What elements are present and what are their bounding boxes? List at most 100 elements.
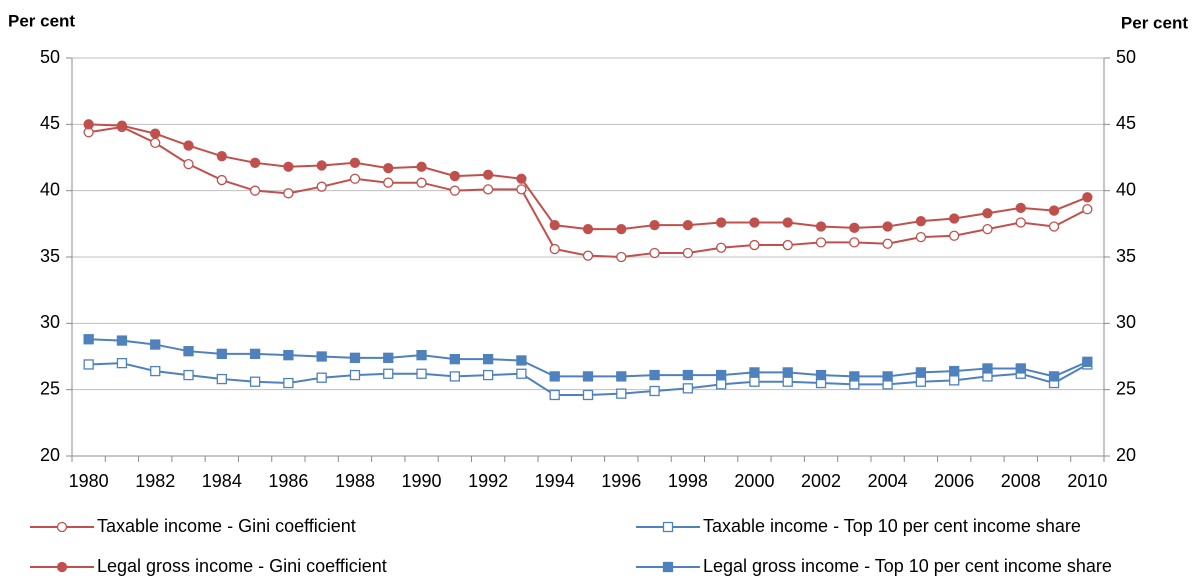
marker bbox=[616, 371, 627, 382]
marker bbox=[982, 208, 993, 219]
marker bbox=[649, 247, 660, 259]
marker bbox=[682, 220, 694, 231]
marker bbox=[815, 369, 827, 381]
marker bbox=[749, 376, 760, 387]
marker bbox=[349, 369, 361, 381]
x-tick-label: 1992 bbox=[468, 471, 508, 491]
marker bbox=[682, 369, 694, 381]
marker bbox=[749, 217, 760, 228]
marker bbox=[582, 223, 594, 235]
y2-tick-label: 40 bbox=[1116, 179, 1136, 199]
marker bbox=[383, 162, 394, 174]
marker bbox=[150, 128, 161, 139]
marker bbox=[582, 389, 594, 401]
y2-tick-label: 45 bbox=[1116, 113, 1136, 133]
marker bbox=[882, 371, 893, 382]
x-tick-label: 2008 bbox=[1001, 471, 1041, 491]
marker bbox=[482, 169, 494, 180]
marker bbox=[982, 363, 993, 374]
marker bbox=[416, 177, 427, 188]
marker bbox=[682, 383, 694, 394]
marker bbox=[482, 369, 494, 381]
marker bbox=[616, 388, 627, 399]
y-tick-label: 45 bbox=[40, 113, 60, 133]
legend-marker bbox=[56, 521, 68, 533]
marker bbox=[83, 359, 94, 370]
legend-marker bbox=[56, 561, 68, 573]
marker bbox=[649, 385, 660, 397]
marker bbox=[915, 367, 927, 378]
marker bbox=[782, 239, 793, 251]
marker bbox=[416, 350, 427, 361]
marker bbox=[216, 348, 227, 359]
marker bbox=[716, 379, 727, 390]
marker bbox=[383, 368, 394, 379]
marker bbox=[849, 371, 860, 382]
marker bbox=[83, 334, 94, 345]
marker bbox=[183, 140, 194, 151]
marker bbox=[1015, 217, 1026, 228]
marker bbox=[183, 369, 194, 381]
y2-tick-label: 35 bbox=[1116, 246, 1136, 266]
marker bbox=[316, 181, 327, 192]
legend-marker bbox=[662, 561, 674, 573]
legend-marker bbox=[662, 521, 674, 533]
marker bbox=[383, 177, 394, 188]
marker bbox=[482, 184, 494, 195]
x-tick-label: 1996 bbox=[601, 471, 641, 491]
marker bbox=[150, 137, 161, 149]
marker bbox=[216, 174, 227, 186]
series-line bbox=[88, 338, 1088, 378]
marker bbox=[616, 251, 627, 263]
y2-tick-label: 30 bbox=[1116, 312, 1136, 332]
legend-label: Legal gross income - Gini coefficient bbox=[97, 556, 387, 576]
marker bbox=[949, 365, 960, 377]
marker bbox=[749, 367, 760, 378]
marker bbox=[716, 369, 727, 381]
marker bbox=[949, 230, 960, 241]
series-line bbox=[88, 123, 1088, 231]
marker bbox=[782, 217, 793, 228]
marker bbox=[1082, 204, 1093, 215]
marker bbox=[249, 376, 261, 387]
y-tick-label: 50 bbox=[40, 47, 60, 67]
marker bbox=[349, 173, 361, 184]
marker bbox=[849, 222, 860, 233]
legend-label: Taxable income - Top 10 per cent income … bbox=[703, 516, 1081, 536]
y2-tick-label: 20 bbox=[1116, 445, 1136, 465]
marker bbox=[1048, 221, 1060, 232]
x-tick-label: 1990 bbox=[402, 471, 442, 491]
marker bbox=[1015, 363, 1026, 374]
marker bbox=[249, 185, 261, 196]
marker bbox=[216, 151, 227, 162]
x-tick-label: 1988 bbox=[335, 471, 375, 491]
marker bbox=[782, 376, 793, 387]
marker bbox=[349, 157, 361, 168]
y-tick-label: 30 bbox=[40, 312, 60, 332]
marker bbox=[549, 371, 560, 382]
marker bbox=[249, 348, 261, 359]
marker bbox=[815, 221, 827, 232]
marker bbox=[449, 185, 460, 196]
x-tick-label: 1998 bbox=[668, 471, 708, 491]
marker bbox=[249, 157, 261, 168]
x-tick-label: 2010 bbox=[1067, 471, 1107, 491]
marker bbox=[982, 223, 993, 235]
marker bbox=[882, 221, 893, 232]
y-tick-label: 25 bbox=[40, 378, 60, 398]
x-tick-label: 1980 bbox=[69, 471, 109, 491]
marker bbox=[416, 161, 427, 172]
marker bbox=[283, 188, 294, 199]
marker bbox=[482, 354, 494, 365]
y2-tick-label: 50 bbox=[1116, 47, 1136, 67]
marker bbox=[716, 242, 727, 253]
marker bbox=[449, 170, 460, 182]
marker bbox=[1048, 371, 1060, 382]
marker bbox=[915, 376, 927, 387]
marker bbox=[316, 351, 327, 362]
y2-tick-label: 25 bbox=[1116, 378, 1136, 398]
x-tick-label: 2004 bbox=[868, 471, 908, 491]
marker bbox=[116, 335, 128, 346]
